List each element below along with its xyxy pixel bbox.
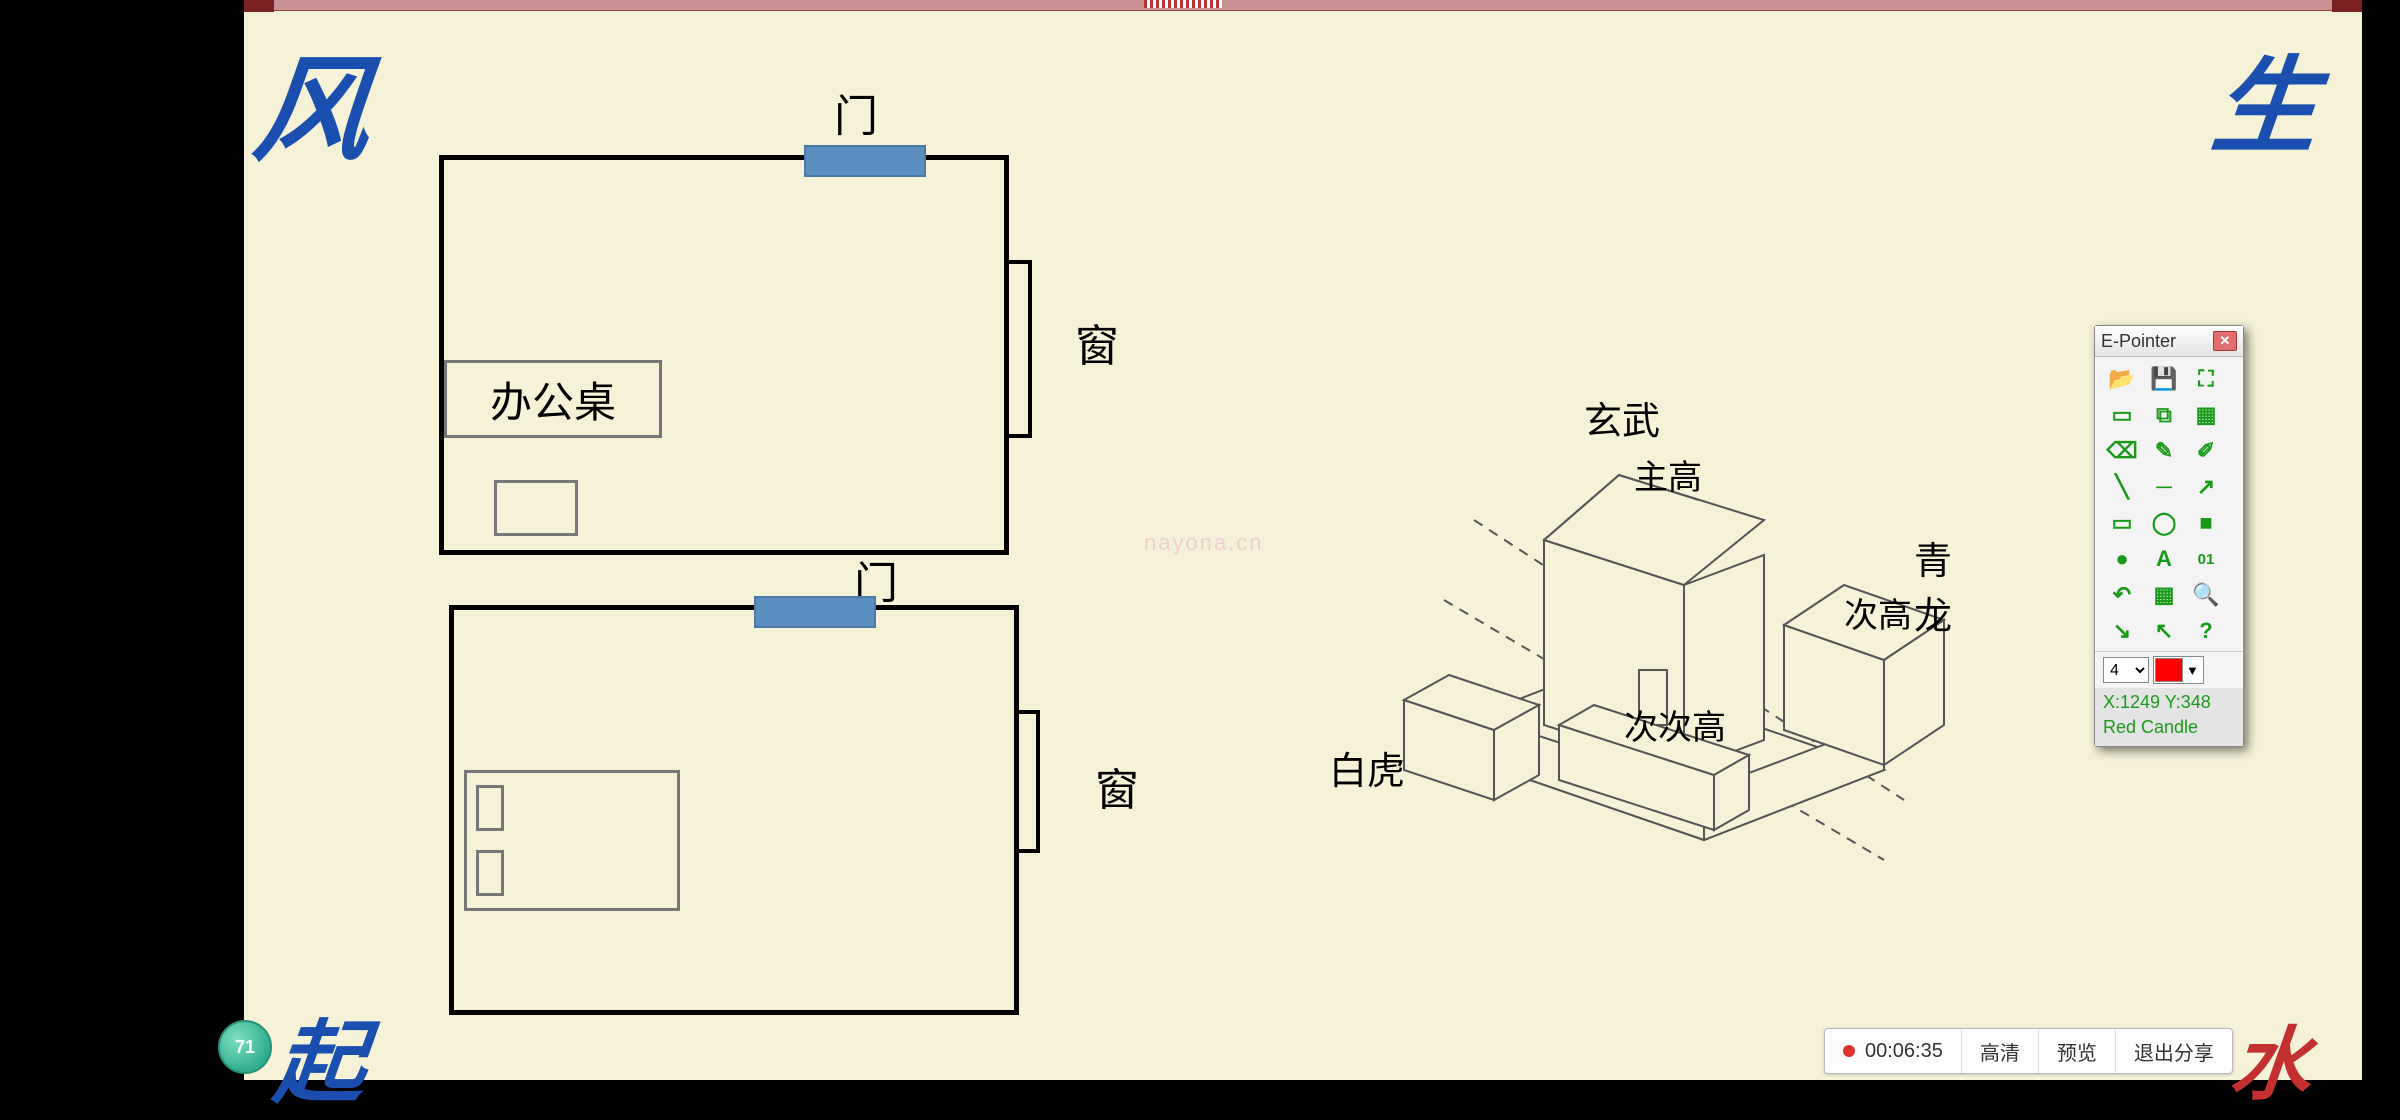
undo-icon[interactable]: ↶: [2103, 579, 2141, 611]
grid-icon[interactable]: ▦: [2145, 579, 2183, 611]
eraser-icon[interactable]: ⌫: [2103, 435, 2141, 467]
isometric-diagram: 玄武 主高 青龙 次高 次次高 白虎: [1344, 370, 1964, 870]
bottom-room-pillow-1: [476, 785, 504, 831]
pointer-icon[interactable]: ↖: [2145, 615, 2183, 647]
iso-label-cicigao: 次次高: [1624, 700, 1726, 749]
close-icon[interactable]: ✕: [2213, 331, 2237, 351]
zoom-icon[interactable]: 🔍: [2187, 579, 2225, 611]
stroke-size-select[interactable]: 4: [2103, 657, 2149, 683]
save-icon[interactable]: 💾: [2145, 363, 2183, 395]
epointer-options-row: 4 ▼: [2095, 651, 2243, 688]
brush-top-left: 风: [247, 18, 379, 184]
watermark: nayona.cn: [1144, 530, 1264, 556]
top-ruler: [244, 0, 2362, 11]
desk-label: 办公桌: [490, 369, 616, 430]
line2-icon[interactable]: ─: [2145, 471, 2183, 503]
exit-icon[interactable]: ↘: [2103, 615, 2141, 647]
room-bottom: [449, 605, 1019, 1015]
whiteboard-canvas[interactable]: 风 生 起 水 nayona.cn 门 办公桌 窗 门 窗: [244, 0, 2362, 1080]
counter-icon[interactable]: 01: [2187, 543, 2225, 575]
iso-label-qinglong: 青龙: [1914, 530, 1964, 640]
bottom-room-pillow-2: [476, 850, 504, 896]
rect-icon[interactable]: ▭: [2103, 507, 2141, 539]
marquee-icon[interactable]: ▦: [2187, 399, 2225, 431]
bottom-room-door: [754, 596, 876, 628]
pen-icon[interactable]: ✎: [2145, 435, 2183, 467]
ruler-marker[interactable]: [1144, 0, 1222, 8]
preview-button[interactable]: 预览: [2038, 1029, 2115, 1073]
timer-text: 00:06:35: [1865, 1040, 1943, 1063]
new-icon[interactable]: ▭: [2103, 399, 2141, 431]
top-room-door: [804, 145, 926, 177]
text-icon[interactable]: A: [2145, 543, 2183, 575]
epointer-panel[interactable]: E-Pointer ✕ 📂 💾 ⛶ ▭ ⧉ ▦ ⌫ ✎ ✐ ╲ ─ ↗ ▭ ◯ …: [2094, 325, 2244, 747]
quality-button[interactable]: 高清: [1961, 1029, 2038, 1073]
epointer-status: X:1249 Y:348 Red Candle: [2095, 688, 2243, 746]
bottom-room-window-label: 窗: [1095, 754, 1139, 818]
room-top: 办公桌: [439, 155, 1009, 555]
exit-share-button[interactable]: 退出分享: [2115, 1029, 2232, 1073]
brush-bottom-right: 水: [2226, 1000, 2318, 1116]
participant-count: 71: [235, 1037, 255, 1058]
help-icon[interactable]: ?: [2187, 615, 2225, 647]
participant-badge[interactable]: 71: [218, 1020, 272, 1074]
copy-icon[interactable]: ⧉: [2145, 399, 2183, 431]
top-room-door-label: 门: [834, 80, 878, 144]
brush-bottom-left: 起: [269, 990, 373, 1120]
top-room-window-label: 窗: [1075, 310, 1119, 374]
iso-label-zhugao: 主高: [1634, 450, 1702, 499]
fillrect-icon[interactable]: ■: [2187, 507, 2225, 539]
open-icon[interactable]: 📂: [2103, 363, 2141, 395]
epointer-title-text: E-Pointer: [2101, 331, 2176, 352]
top-room-chair: [494, 480, 578, 536]
fullscreen-icon[interactable]: ⛶: [2187, 363, 2225, 395]
arrow-icon[interactable]: ↗: [2187, 471, 2225, 503]
top-room-window: [1004, 260, 1032, 438]
ruler-cap-left: [244, 0, 274, 12]
bottom-room-window: [1014, 710, 1040, 853]
color-name-readout: Red Candle: [2103, 715, 2235, 740]
fillellipse-icon[interactable]: ●: [2103, 543, 2141, 575]
recording-timer[interactable]: 00:06:35: [1825, 1029, 1961, 1073]
iso-label-xuanwu: 玄武: [1584, 390, 1660, 445]
coord-readout: X:1249 Y:348: [2103, 690, 2235, 715]
top-room-desk: 办公桌: [444, 360, 662, 438]
color-swatch[interactable]: [2155, 658, 2183, 682]
epointer-titlebar[interactable]: E-Pointer ✕: [2095, 326, 2243, 357]
iso-label-baihu: 白虎: [1329, 740, 1405, 795]
brush-top-right: 生: [2206, 22, 2327, 174]
epointer-tool-grid: 📂 💾 ⛶ ▭ ⧉ ▦ ⌫ ✎ ✐ ╲ ─ ↗ ▭ ◯ ■ ● A 01 ↶ ▦…: [2095, 357, 2243, 651]
ruler-cap-right: [2332, 0, 2362, 12]
share-toolbar: 00:06:35 高清 预览 退出分享: [1824, 1028, 2233, 1074]
line-icon[interactable]: ╲: [2103, 471, 2141, 503]
record-icon: [1843, 1045, 1855, 1057]
ellipse-icon[interactable]: ◯: [2145, 507, 2183, 539]
iso-label-cigao: 次高: [1844, 588, 1912, 637]
highlighter-icon[interactable]: ✐: [2187, 435, 2225, 467]
